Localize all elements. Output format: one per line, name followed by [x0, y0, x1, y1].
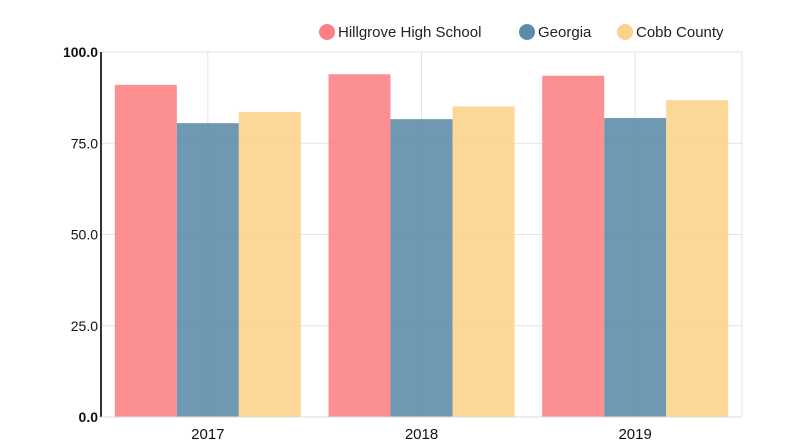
- bar-georgia-2018[interactable]: [390, 119, 453, 417]
- legend-item[interactable]: Cobb County: [617, 24, 724, 41]
- bar-hillgrove-high-school-2017[interactable]: [114, 84, 177, 417]
- legend-label: Hillgrove High School: [338, 24, 481, 41]
- bar-georgia-2019[interactable]: [604, 118, 667, 417]
- x-tick-label: 2017: [191, 426, 224, 443]
- bar-cobb-county-2018[interactable]: [452, 106, 515, 417]
- x-tick-label: 2019: [618, 426, 651, 443]
- bar-cobb-county-2017[interactable]: [238, 111, 301, 418]
- y-tick-label: 0.0: [79, 409, 99, 425]
- y-tick-label: 75.0: [71, 135, 98, 151]
- bar-cobb-county-2019[interactable]: [666, 100, 729, 418]
- legend-swatch: [519, 24, 535, 40]
- bar-georgia-2017[interactable]: [176, 123, 239, 418]
- y-tick-label: 100.0: [63, 44, 98, 60]
- bar-hillgrove-high-school-2019[interactable]: [542, 75, 605, 417]
- legend-item[interactable]: Hillgrove High School: [319, 24, 481, 41]
- legend-label: Georgia: [538, 24, 592, 41]
- legend-label: Cobb County: [636, 24, 724, 41]
- x-tick-label: 2018: [405, 426, 438, 443]
- legend-swatch: [617, 24, 633, 40]
- legend-item[interactable]: Georgia: [519, 24, 592, 41]
- y-tick-label: 25.0: [71, 318, 98, 334]
- y-tick-label: 50.0: [71, 227, 98, 243]
- bar-hillgrove-high-school-2018[interactable]: [328, 74, 391, 417]
- legend-swatch: [319, 24, 335, 40]
